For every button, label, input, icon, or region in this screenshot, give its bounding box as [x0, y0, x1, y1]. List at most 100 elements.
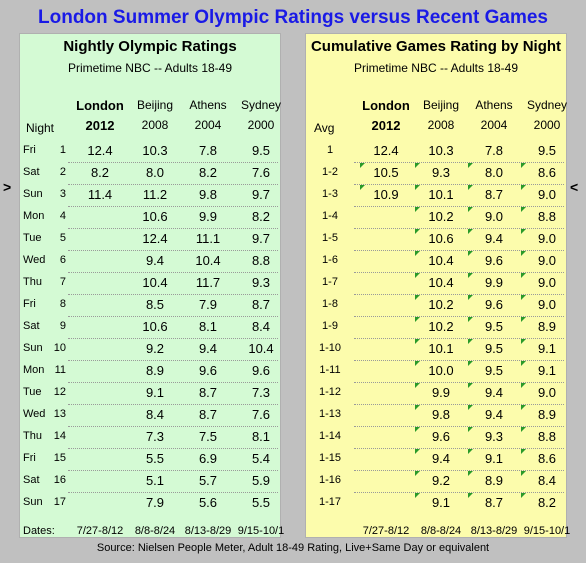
row-separator — [68, 360, 278, 361]
column-header-year: 2000 — [533, 118, 561, 132]
value-cell: 12.4 — [87, 143, 113, 158]
value-cell: 8.8 — [251, 253, 271, 268]
row-separator — [354, 250, 564, 251]
column-header-name: Beijing — [422, 98, 460, 112]
value-cell: 12.4 — [142, 231, 168, 246]
value-cell: 8.9 — [537, 319, 557, 334]
row-range-label: 1-15 — [318, 452, 342, 464]
cell-marker-triangle — [468, 383, 473, 388]
cell-marker-triangle — [468, 273, 473, 278]
row-day-label: Wed — [23, 408, 46, 420]
row-separator — [354, 228, 564, 229]
value-cell: 7.9 — [145, 495, 165, 510]
value-cell: 7.9 — [198, 297, 218, 312]
value-cell: 9.4 — [484, 407, 504, 422]
value-cell: 9.2 — [431, 473, 451, 488]
column-dates: 8/13-8/29 — [184, 525, 232, 537]
nightly-ratings-panel: Nightly Olympic Ratings Primetime NBC --… — [19, 33, 284, 538]
column-dates: 8/8-8/24 — [420, 525, 462, 537]
value-cell: 8.7 — [198, 407, 218, 422]
value-cell: 9.9 — [484, 275, 504, 290]
panel-subtitle: Primetime NBC -- Adults 18-49 — [353, 61, 519, 75]
value-cell: 9.0 — [484, 209, 504, 224]
value-cell: 10.2 — [428, 319, 454, 334]
cell-marker-triangle — [521, 163, 526, 168]
column-dates: 9/15-10/1 — [237, 525, 285, 537]
value-cell: 7.6 — [251, 165, 271, 180]
row-range-label: 1 — [326, 144, 334, 156]
cell-marker-triangle — [521, 493, 526, 498]
value-cell: 9.0 — [537, 385, 557, 400]
value-cell: 9.0 — [537, 297, 557, 312]
column-header-name: Sydney — [240, 98, 282, 112]
value-cell: 9.7 — [251, 231, 271, 246]
row-separator — [68, 382, 278, 383]
value-cell: 9.5 — [484, 341, 504, 356]
row-night-number: 8 — [59, 298, 66, 310]
column-header-year: 2004 — [194, 118, 222, 132]
value-cell: 9.9 — [431, 385, 451, 400]
value-cell: 5.1 — [145, 473, 165, 488]
value-cell: 10.6 — [142, 209, 168, 224]
value-cell: 9.1 — [431, 495, 451, 510]
cell-marker-triangle — [468, 339, 473, 344]
value-cell: 9.0 — [537, 187, 557, 202]
value-cell: 10.9 — [373, 187, 399, 202]
value-cell: 11.1 — [195, 231, 221, 246]
value-cell: 9.1 — [537, 341, 557, 356]
row-separator — [354, 338, 564, 339]
value-cell: 10.4 — [195, 253, 221, 268]
cell-marker-triangle — [415, 163, 420, 168]
left-row-marker-arrow: > — [3, 179, 12, 195]
source-note: Source: Nielsen People Meter, Adult 18-4… — [96, 542, 490, 554]
value-cell: 9.3 — [431, 165, 451, 180]
value-cell: 7.3 — [251, 385, 271, 400]
value-cell: 8.9 — [537, 407, 557, 422]
row-night-number: 4 — [59, 210, 66, 222]
row-separator — [68, 404, 278, 405]
cell-marker-triangle — [521, 207, 526, 212]
value-cell: 10.0 — [428, 363, 454, 378]
row-day-label: Thu — [23, 276, 42, 288]
value-cell: 8.9 — [484, 473, 504, 488]
value-cell: 9.4 — [198, 341, 218, 356]
row-day-label: Sun — [23, 496, 43, 508]
value-cell: 9.0 — [537, 231, 557, 246]
column-header-year: 2000 — [247, 118, 275, 132]
row-day-label: Wed — [23, 254, 46, 266]
value-cell: 8.4 — [145, 407, 165, 422]
row-separator — [68, 426, 278, 427]
cell-marker-triangle — [415, 405, 420, 410]
row-separator — [354, 382, 564, 383]
row-separator — [354, 316, 564, 317]
column-header-year: 2008 — [141, 118, 169, 132]
row-separator — [354, 294, 564, 295]
column-dates: 7/27-8/12 — [76, 525, 124, 537]
value-cell: 7.3 — [145, 429, 165, 444]
value-cell: 5.9 — [251, 473, 271, 488]
row-range-label: 1-12 — [318, 386, 342, 398]
panel-title: Nightly Olympic Ratings — [63, 38, 237, 55]
value-cell: 11.4 — [87, 187, 113, 202]
cell-marker-triangle — [521, 229, 526, 234]
cell-marker-triangle — [468, 317, 473, 322]
cell-marker-triangle — [468, 405, 473, 410]
value-cell: 6.9 — [198, 451, 218, 466]
column-dates: 9/15-10/1 — [523, 525, 571, 537]
cell-marker-triangle — [468, 163, 473, 168]
cell-marker-triangle — [521, 361, 526, 366]
value-cell: 8.2 — [198, 165, 218, 180]
cell-marker-triangle — [468, 493, 473, 498]
dates-label: Dates: — [23, 525, 55, 537]
value-cell: 10.2 — [428, 209, 454, 224]
column-header-year: 2012 — [371, 118, 401, 133]
row-night-number: 13 — [53, 408, 66, 420]
value-cell: 9.2 — [145, 341, 165, 356]
row-separator — [68, 184, 278, 185]
cell-marker-triangle — [521, 427, 526, 432]
value-cell: 10.3 — [428, 143, 454, 158]
row-day-label: Fri — [23, 452, 36, 464]
row-range-label: 1-17 — [318, 496, 342, 508]
row-day-label: Fri — [23, 144, 36, 156]
cell-marker-triangle — [521, 251, 526, 256]
